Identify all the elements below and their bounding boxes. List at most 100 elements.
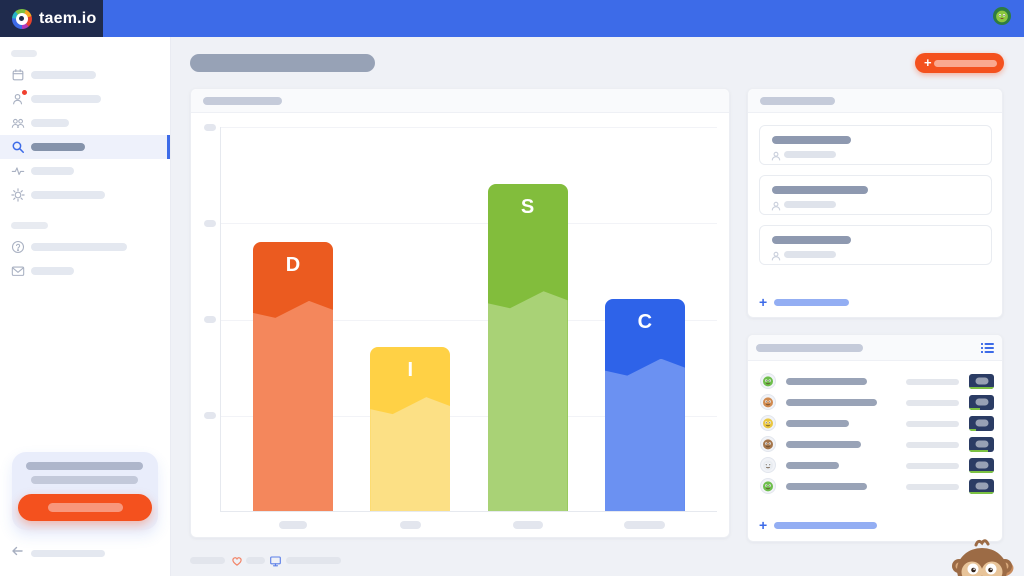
team-title-skeleton xyxy=(756,344,863,352)
sidebar-item-gear[interactable] xyxy=(0,183,170,207)
badge-value-skeleton xyxy=(975,377,988,385)
chart-bar-S[interactable]: S xyxy=(487,183,568,511)
calendar-icon xyxy=(11,67,25,83)
heart-icon xyxy=(231,554,243,572)
badge-value-skeleton xyxy=(975,482,988,490)
plus-icon: + xyxy=(759,517,768,533)
mail-icon xyxy=(11,263,25,279)
user-menu[interactable] xyxy=(993,0,1020,37)
footer-text-skeleton xyxy=(286,557,341,564)
sidebar-item-search[interactable] xyxy=(0,135,170,159)
sidebar-item-users-group[interactable] xyxy=(0,111,170,135)
sidebar-item-user[interactable] xyxy=(0,87,170,111)
activity-icon xyxy=(11,163,25,179)
chart-bar-C-lower-segment xyxy=(604,358,685,511)
badge-value-skeleton xyxy=(975,419,988,427)
sidebar-item-mail[interactable] xyxy=(0,259,170,283)
chart-bar-C[interactable]: C xyxy=(604,299,685,511)
disc-chart-card: D I S C xyxy=(190,88,730,538)
y-axis-tick-skeleton xyxy=(204,123,216,131)
x-axis-label-skeleton xyxy=(624,521,666,529)
help-icon xyxy=(11,239,25,255)
brown-owl-avatar-icon xyxy=(760,436,776,457)
new-item-button[interactable]: + xyxy=(915,53,1004,73)
list-icon[interactable] xyxy=(979,341,995,356)
member-meta-skeleton xyxy=(906,462,959,469)
nav-label-skeleton xyxy=(31,243,127,251)
team-member-row[interactable] xyxy=(748,434,1002,455)
member-score-badge xyxy=(969,437,994,452)
sidebar-item-activity[interactable] xyxy=(0,159,170,183)
assignment-meta-skeleton xyxy=(784,151,836,158)
user-icon xyxy=(11,89,28,107)
add-assignment-label-skeleton xyxy=(774,298,850,306)
add-assignment-link[interactable]: + xyxy=(759,295,850,309)
sidebar-collapse-control[interactable] xyxy=(9,545,105,561)
badge-progress-bar xyxy=(969,428,976,431)
green-monster-avatar-icon xyxy=(760,478,776,499)
promo-cta-label-skeleton xyxy=(48,503,123,512)
badge-value-skeleton xyxy=(975,398,988,406)
chart-bar-S-lower-segment xyxy=(487,291,568,511)
brand-name: taem.io xyxy=(39,9,97,27)
promo-cta-button[interactable] xyxy=(18,494,152,521)
person-icon xyxy=(771,198,781,216)
laptop-icon xyxy=(269,554,282,572)
badge-value-skeleton xyxy=(975,440,988,448)
chart-bar-label-S: S xyxy=(520,195,535,218)
person-icon xyxy=(771,148,781,166)
add-team-member-link[interactable]: + xyxy=(759,517,878,533)
member-name-skeleton xyxy=(786,399,877,406)
team-member-row[interactable] xyxy=(748,392,1002,413)
chart-card-header xyxy=(191,89,729,113)
member-name-skeleton xyxy=(786,378,867,385)
team-member-row[interactable] xyxy=(748,476,1002,497)
assignments-card: + xyxy=(747,88,1003,318)
assignment-meta-skeleton xyxy=(784,201,836,208)
gridline xyxy=(221,319,717,321)
team-member-row[interactable] xyxy=(748,455,1002,476)
gridline xyxy=(221,223,717,225)
member-name-skeleton xyxy=(786,441,861,448)
assignment-item[interactable] xyxy=(759,225,992,265)
brand-logo[interactable]: taem.io xyxy=(0,0,103,37)
chart-bar-D[interactable]: D xyxy=(253,241,333,511)
panda-avatar-icon xyxy=(760,457,776,478)
assignment-title-skeleton xyxy=(772,236,851,244)
assignment-item[interactable] xyxy=(759,175,992,215)
team-member-row[interactable] xyxy=(748,371,1002,392)
sidebar-item-calendar[interactable] xyxy=(0,63,170,87)
sidebar-item-help[interactable] xyxy=(0,235,170,259)
badge-progress-bar xyxy=(969,386,994,389)
gear-icon xyxy=(11,187,25,203)
gridline xyxy=(221,127,717,128)
green-monster-avatar-icon xyxy=(760,373,776,394)
yellow-owl-avatar-icon xyxy=(760,415,776,436)
page-title-skeleton xyxy=(190,54,375,72)
nav-label-skeleton xyxy=(31,95,101,103)
member-meta-skeleton xyxy=(906,378,959,385)
monkey-mascot[interactable] xyxy=(949,538,1015,576)
nav-label-skeleton xyxy=(31,71,96,79)
footer-text-skeleton xyxy=(246,557,265,564)
chart-bar-I[interactable]: I xyxy=(370,347,451,511)
monkey-avatar-icon xyxy=(760,394,776,415)
promo-text-skeleton xyxy=(26,462,143,470)
team-card: + xyxy=(747,334,1003,542)
team-member-row[interactable] xyxy=(748,413,1002,434)
member-name-skeleton xyxy=(786,420,849,427)
search-icon xyxy=(11,139,25,155)
member-meta-skeleton xyxy=(906,483,959,490)
member-name-skeleton xyxy=(786,483,867,490)
nav-label-skeleton xyxy=(31,267,74,275)
section-title-skeleton xyxy=(11,49,37,57)
member-meta-skeleton xyxy=(906,399,959,406)
collapse-label-skeleton xyxy=(31,549,105,557)
assignment-item[interactable] xyxy=(759,125,992,165)
person-icon xyxy=(771,248,781,266)
arrow-left-icon xyxy=(9,543,25,564)
member-meta-skeleton xyxy=(906,420,959,427)
badge-value-skeleton xyxy=(975,461,988,469)
nav-label-skeleton xyxy=(31,143,85,151)
